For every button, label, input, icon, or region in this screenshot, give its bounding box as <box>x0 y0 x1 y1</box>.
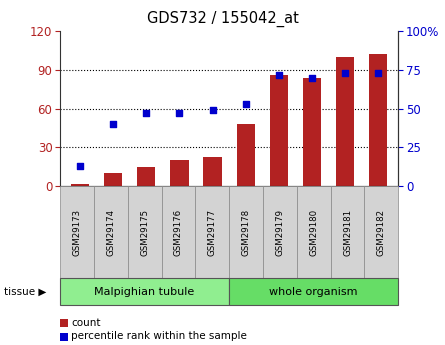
Text: GSM29181: GSM29181 <box>343 208 352 256</box>
Text: GSM29177: GSM29177 <box>208 208 217 256</box>
Text: GSM29182: GSM29182 <box>377 208 386 256</box>
Text: GSM29180: GSM29180 <box>309 208 318 256</box>
Bar <box>237 124 255 186</box>
Point <box>209 108 216 113</box>
Bar <box>137 167 155 186</box>
Bar <box>303 78 321 186</box>
Text: count: count <box>71 318 101 327</box>
Bar <box>203 157 222 186</box>
Text: GSM29178: GSM29178 <box>242 208 251 256</box>
Text: Malpighian tubule: Malpighian tubule <box>94 287 195 296</box>
Point <box>242 101 249 107</box>
Point <box>109 121 117 127</box>
Bar <box>270 75 288 186</box>
Point <box>375 70 382 76</box>
Text: whole organism: whole organism <box>270 287 358 296</box>
Text: GSM29179: GSM29179 <box>275 208 284 256</box>
Point <box>143 110 150 116</box>
Bar <box>71 184 89 186</box>
Text: percentile rank within the sample: percentile rank within the sample <box>71 332 247 341</box>
Point <box>275 72 283 77</box>
Bar <box>369 54 388 186</box>
Text: GSM29175: GSM29175 <box>140 208 149 256</box>
Point <box>77 163 84 169</box>
Bar <box>170 160 189 186</box>
Point <box>176 110 183 116</box>
Bar <box>104 173 122 186</box>
Text: GDS732 / 155042_at: GDS732 / 155042_at <box>146 10 299 27</box>
Text: GSM29174: GSM29174 <box>106 208 115 256</box>
Bar <box>336 57 354 186</box>
Text: GSM29176: GSM29176 <box>174 208 183 256</box>
Point <box>308 75 316 80</box>
Text: tissue ▶: tissue ▶ <box>4 287 47 296</box>
Text: GSM29173: GSM29173 <box>73 208 81 256</box>
Point <box>342 70 349 76</box>
